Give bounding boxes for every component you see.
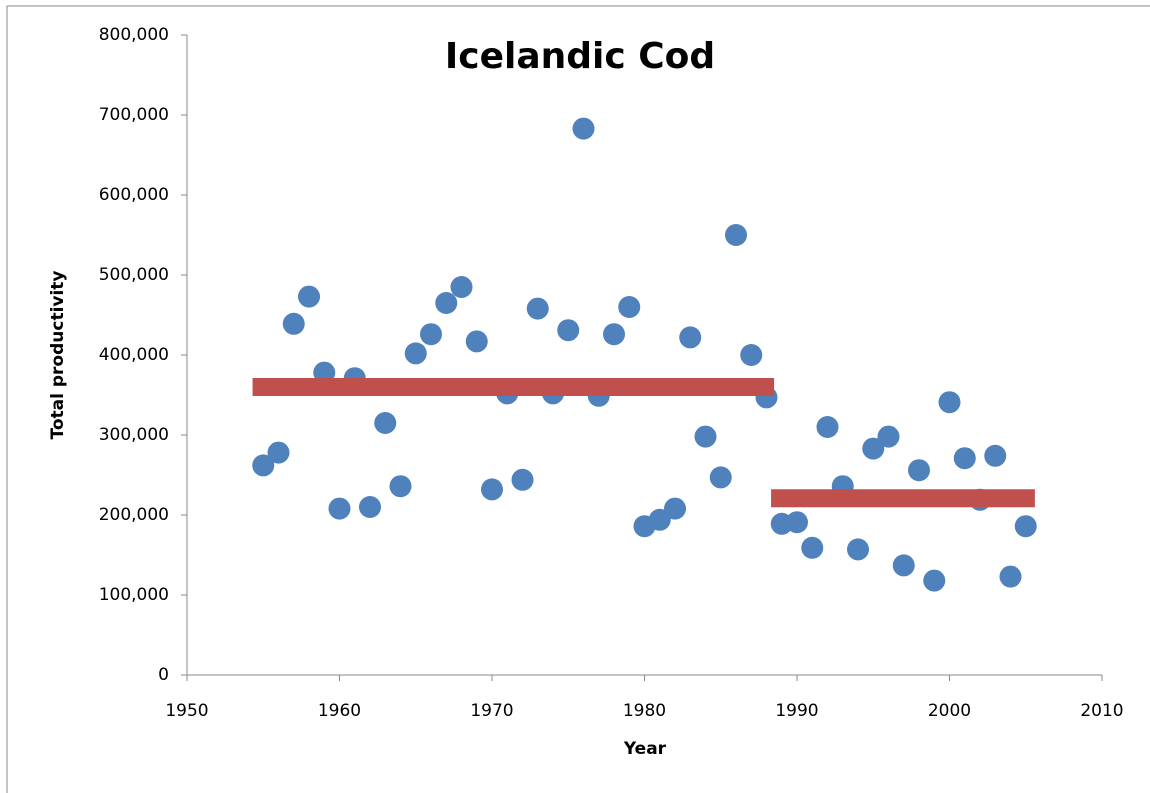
x-tick-label: 2010 [1080, 701, 1123, 721]
chart-border [6, 5, 1150, 793]
y-tick-label: 300,000 [99, 425, 169, 445]
point [923, 569, 946, 592]
x-tick-label: 1950 [165, 701, 208, 721]
point [435, 292, 458, 314]
point [664, 497, 686, 520]
point [740, 344, 763, 366]
point [862, 437, 885, 460]
y-tick-label: 100,000 [99, 585, 169, 605]
point [511, 468, 534, 491]
point [801, 536, 824, 559]
point [709, 466, 732, 489]
point [892, 554, 915, 577]
point [679, 326, 702, 349]
point [374, 412, 397, 434]
point [953, 447, 976, 470]
point [908, 459, 930, 482]
point [450, 276, 473, 298]
x-axis-label: Year [623, 739, 667, 759]
x-tick-label: 1980 [623, 701, 666, 721]
point [298, 285, 320, 308]
point [404, 342, 427, 365]
point [389, 475, 412, 498]
y-tick-label: 200,000 [99, 505, 169, 525]
y-axis-label: Total productivity [48, 270, 68, 439]
point [725, 224, 747, 246]
point [359, 496, 381, 518]
point [526, 297, 549, 320]
point [267, 441, 290, 464]
point [465, 330, 488, 353]
x-tick-label: 1970 [470, 701, 513, 721]
point [282, 312, 305, 335]
point [984, 444, 1007, 467]
point [252, 454, 275, 477]
y-tick-label: 800,000 [99, 25, 169, 45]
point [816, 416, 839, 438]
x-tick-label: 1960 [318, 701, 361, 721]
y-tick-label: 400,000 [99, 345, 169, 365]
point [420, 323, 442, 346]
point [648, 508, 671, 531]
point [999, 565, 1022, 588]
point [557, 319, 580, 342]
chart-title: Icelandic Cod [445, 36, 715, 77]
point [938, 391, 961, 414]
y-tick-label: 0 [158, 665, 169, 685]
x-tick-label: 1990 [775, 701, 818, 721]
point [618, 296, 641, 318]
point [603, 323, 625, 346]
point [786, 511, 808, 534]
point [877, 425, 900, 448]
point [847, 538, 869, 561]
point [481, 478, 503, 501]
y-tick-label: 700,000 [99, 105, 169, 125]
y-tick-label: 500,000 [99, 265, 169, 285]
y-tick-label: 600,000 [99, 185, 169, 205]
point [1014, 515, 1037, 538]
point [328, 497, 351, 520]
point [694, 425, 717, 448]
point [572, 117, 595, 140]
x-tick-label: 2000 [928, 701, 971, 721]
